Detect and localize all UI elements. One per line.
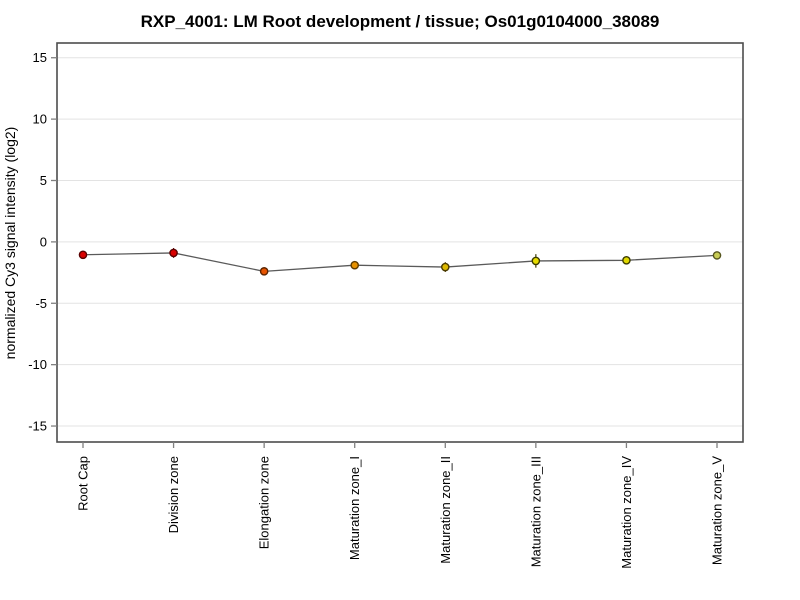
- y-tick-label: 5: [40, 173, 47, 188]
- y-axis-label: normalized Cy3 signal intensity (log2): [2, 127, 18, 360]
- y-tick-label: -10: [28, 357, 47, 372]
- y-tick-label: -5: [35, 296, 47, 311]
- x-category-label: Maturation zone_I: [347, 456, 362, 560]
- plot-area: -15 -10 -5 0 5 10 15 Root Cap Division zone Elong…: [28, 42, 744, 569]
- data-point: [169, 248, 178, 258]
- y-tick-label: -15: [28, 419, 47, 434]
- data-point: [712, 251, 722, 260]
- x-category-label: Division zone: [166, 456, 181, 533]
- data-line: [82, 252, 718, 273]
- x-category-label: Maturation zone_III: [528, 456, 543, 567]
- chart-title: RXP_4001: LM Root development / tissue; …: [141, 12, 660, 31]
- data-point: [350, 260, 360, 270]
- x-category-label: Maturation zone_IV: [619, 456, 634, 569]
- y-tick-label: 0: [40, 234, 47, 249]
- x-category-label: Elongation zone: [257, 456, 272, 549]
- x-category-label: Maturation zone_II: [438, 456, 453, 564]
- data-point: [440, 262, 450, 272]
- data-point: [259, 267, 269, 276]
- data-point: [78, 250, 88, 260]
- data-point: [531, 256, 541, 266]
- data-point: [622, 256, 631, 265]
- y-tick-label: 15: [33, 50, 47, 65]
- x-category-label: Maturation zone_V: [710, 456, 725, 565]
- plot-frame: [56, 42, 744, 443]
- y-tick-label: 10: [33, 112, 47, 127]
- x-category-label: Root Cap: [76, 456, 91, 511]
